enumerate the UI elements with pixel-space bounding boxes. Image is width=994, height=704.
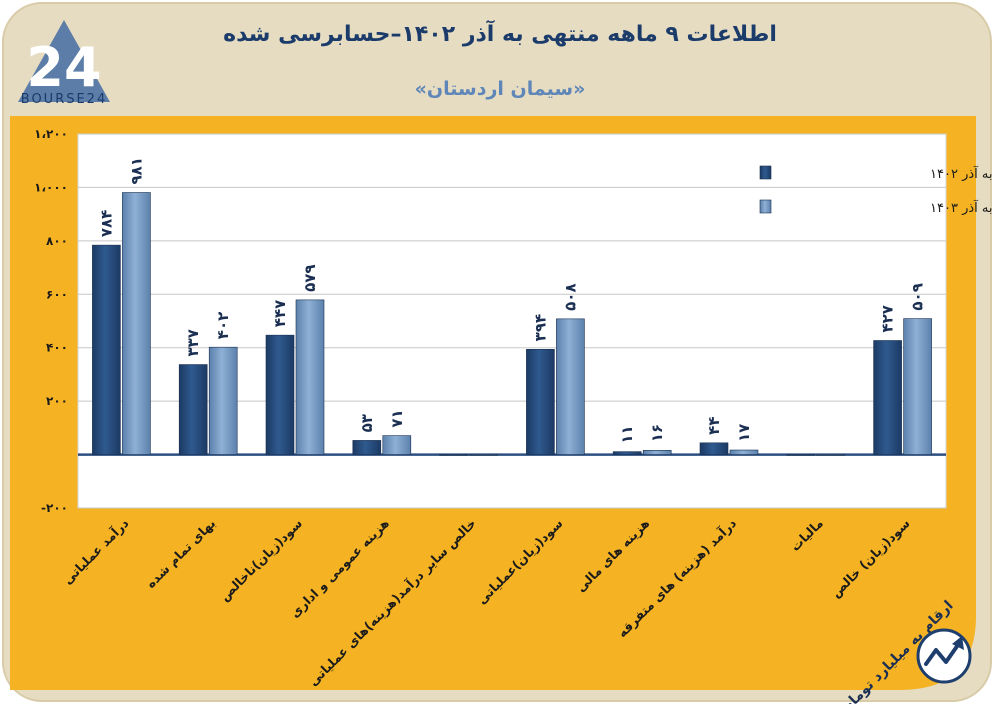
trend-icon-line (924, 640, 962, 666)
y-tick-label: ۱،۰۰۰ (34, 180, 68, 194)
y-tick-label: ۴۰۰ (46, 341, 68, 355)
data-label: ۵۷۹ (301, 264, 319, 291)
trend-icon-arrow (952, 636, 964, 650)
data-label: ۴۰۲ (214, 312, 232, 339)
bar-1402 (873, 340, 902, 455)
data-label: ۱۷ (735, 424, 753, 442)
chart-title: اطلاعات ۹ ماهه منتهی به آذر ۱۴۰۲–حسابرسی… (223, 22, 777, 47)
data-label: ۳۳۷ (184, 329, 202, 356)
bar-1403 (122, 192, 151, 455)
bar-1402 (699, 442, 729, 455)
legend-label: عملکرد منتهی به آذر ۱۴۰۳ (930, 199, 994, 216)
bar-1402 (178, 364, 208, 455)
bar-1402 (265, 334, 295, 455)
legend-label: عملکرد منتهی به آذر ۱۴۰۲ (930, 165, 994, 182)
y-tick-label: ۱،۲۰۰ (34, 127, 68, 141)
plot-area (77, 133, 947, 509)
bar-1403 (642, 449, 672, 455)
data-label: ۵۰۸ (561, 283, 579, 310)
data-label: ۱۱ (618, 425, 636, 443)
chart-subtitle: «سیمان اردستان» (414, 78, 586, 100)
bar-1402 (92, 244, 121, 455)
data-label: ۱۶ (648, 424, 666, 442)
bar-1403 (903, 318, 932, 455)
data-label: ۴۲۷ (879, 305, 897, 332)
y-tick-label: ۸۰۰ (46, 234, 68, 248)
bar-1403 (556, 318, 585, 455)
data-label: ۷۱ (388, 409, 406, 427)
data-label: ۴۴ (705, 417, 723, 435)
bar-1402 (612, 451, 642, 455)
y-tick-label: ۲۰۰ (46, 394, 68, 408)
logo-text: BOURSE24 (20, 92, 108, 107)
bar-1402 (786, 454, 816, 456)
bar-1403 (295, 299, 325, 455)
logo-mark: 24 (26, 36, 101, 99)
y-tick-label: ۶۰۰ (46, 287, 68, 301)
bar-1402 (526, 349, 555, 455)
bar-1403 (469, 454, 498, 456)
bar-1403 (208, 346, 238, 455)
data-label: ۹۸۱ (127, 157, 145, 184)
bourse24-logo: 24 (18, 20, 110, 102)
legend-swatch-1403 (759, 199, 772, 214)
logo-triangle (18, 20, 110, 102)
y-tick-label: -۲۰۰ (41, 501, 68, 515)
legend-swatch-1402 (759, 165, 772, 180)
bar-1403 (382, 435, 412, 455)
bar-1403 (816, 454, 846, 456)
bar-1402 (439, 454, 468, 456)
data-label: ۵۰۹ (909, 283, 927, 310)
data-label: ۵۳ (358, 414, 376, 432)
bar-1402 (352, 440, 382, 455)
bar-1403 (729, 449, 759, 455)
data-label: ۳۹۴ (531, 314, 549, 341)
data-label: ۴۴۷ (271, 300, 289, 327)
data-label: ۷۸۴ (97, 210, 115, 237)
